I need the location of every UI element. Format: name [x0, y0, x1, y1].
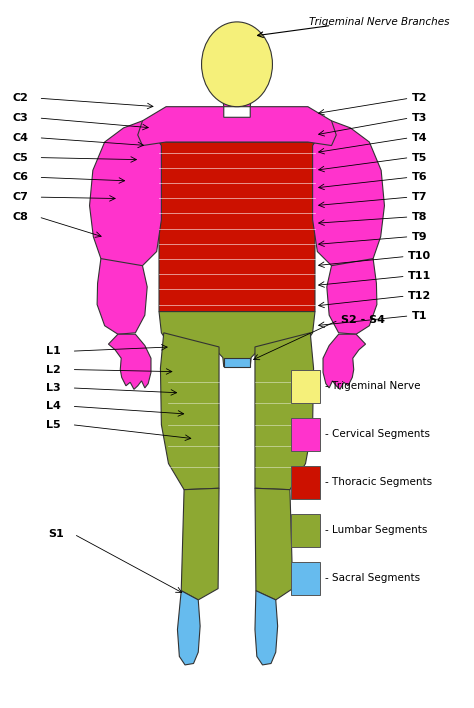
- Polygon shape: [138, 107, 336, 146]
- Text: C3: C3: [12, 113, 28, 123]
- FancyBboxPatch shape: [292, 370, 319, 403]
- Text: T12: T12: [408, 291, 431, 301]
- Text: T7: T7: [412, 192, 428, 202]
- Ellipse shape: [201, 22, 273, 107]
- Text: - Cervical Segments: - Cervical Segments: [325, 429, 430, 439]
- Text: C2: C2: [12, 93, 28, 103]
- Polygon shape: [159, 142, 315, 312]
- Text: T10: T10: [408, 251, 431, 261]
- Polygon shape: [255, 590, 278, 665]
- Text: C7: C7: [12, 192, 28, 202]
- Text: C8: C8: [12, 212, 28, 222]
- Text: - Sacral Segments: - Sacral Segments: [325, 573, 420, 583]
- Text: L5: L5: [46, 420, 60, 430]
- Text: L3: L3: [46, 383, 60, 393]
- FancyBboxPatch shape: [292, 467, 319, 499]
- Text: T6: T6: [412, 172, 428, 183]
- Text: C5: C5: [12, 152, 28, 163]
- Polygon shape: [323, 334, 365, 389]
- Text: - Trigeminal Nerve: - Trigeminal Nerve: [325, 381, 421, 391]
- Text: T8: T8: [412, 212, 428, 222]
- Text: T1: T1: [412, 311, 428, 321]
- Polygon shape: [222, 91, 252, 107]
- Polygon shape: [97, 258, 147, 334]
- Polygon shape: [90, 121, 161, 273]
- Text: T3: T3: [412, 113, 427, 123]
- Polygon shape: [177, 590, 200, 665]
- Polygon shape: [255, 489, 293, 600]
- Polygon shape: [327, 258, 377, 334]
- Polygon shape: [109, 334, 151, 389]
- FancyBboxPatch shape: [292, 562, 319, 595]
- Text: T4: T4: [412, 133, 428, 143]
- Polygon shape: [159, 312, 315, 367]
- Polygon shape: [224, 358, 250, 367]
- Text: - Thoracic Segments: - Thoracic Segments: [325, 477, 432, 487]
- Polygon shape: [181, 489, 219, 600]
- Text: T11: T11: [408, 271, 431, 281]
- Text: T5: T5: [412, 152, 427, 163]
- Polygon shape: [255, 333, 314, 490]
- Text: - Lumbar Segments: - Lumbar Segments: [325, 525, 428, 535]
- FancyBboxPatch shape: [292, 418, 319, 451]
- FancyBboxPatch shape: [292, 515, 319, 547]
- Text: C4: C4: [12, 133, 28, 143]
- Text: L4: L4: [46, 401, 61, 411]
- Polygon shape: [160, 333, 219, 490]
- Text: Trigeminal Nerve Branches: Trigeminal Nerve Branches: [309, 17, 449, 27]
- Text: C6: C6: [12, 172, 28, 183]
- Text: T2: T2: [412, 93, 428, 103]
- Text: L1: L1: [46, 346, 60, 356]
- Text: L2: L2: [46, 365, 60, 375]
- Text: T9: T9: [412, 232, 428, 241]
- Polygon shape: [313, 121, 384, 273]
- Text: S1: S1: [48, 529, 64, 539]
- Text: S2 - S4: S2 - S4: [341, 315, 385, 325]
